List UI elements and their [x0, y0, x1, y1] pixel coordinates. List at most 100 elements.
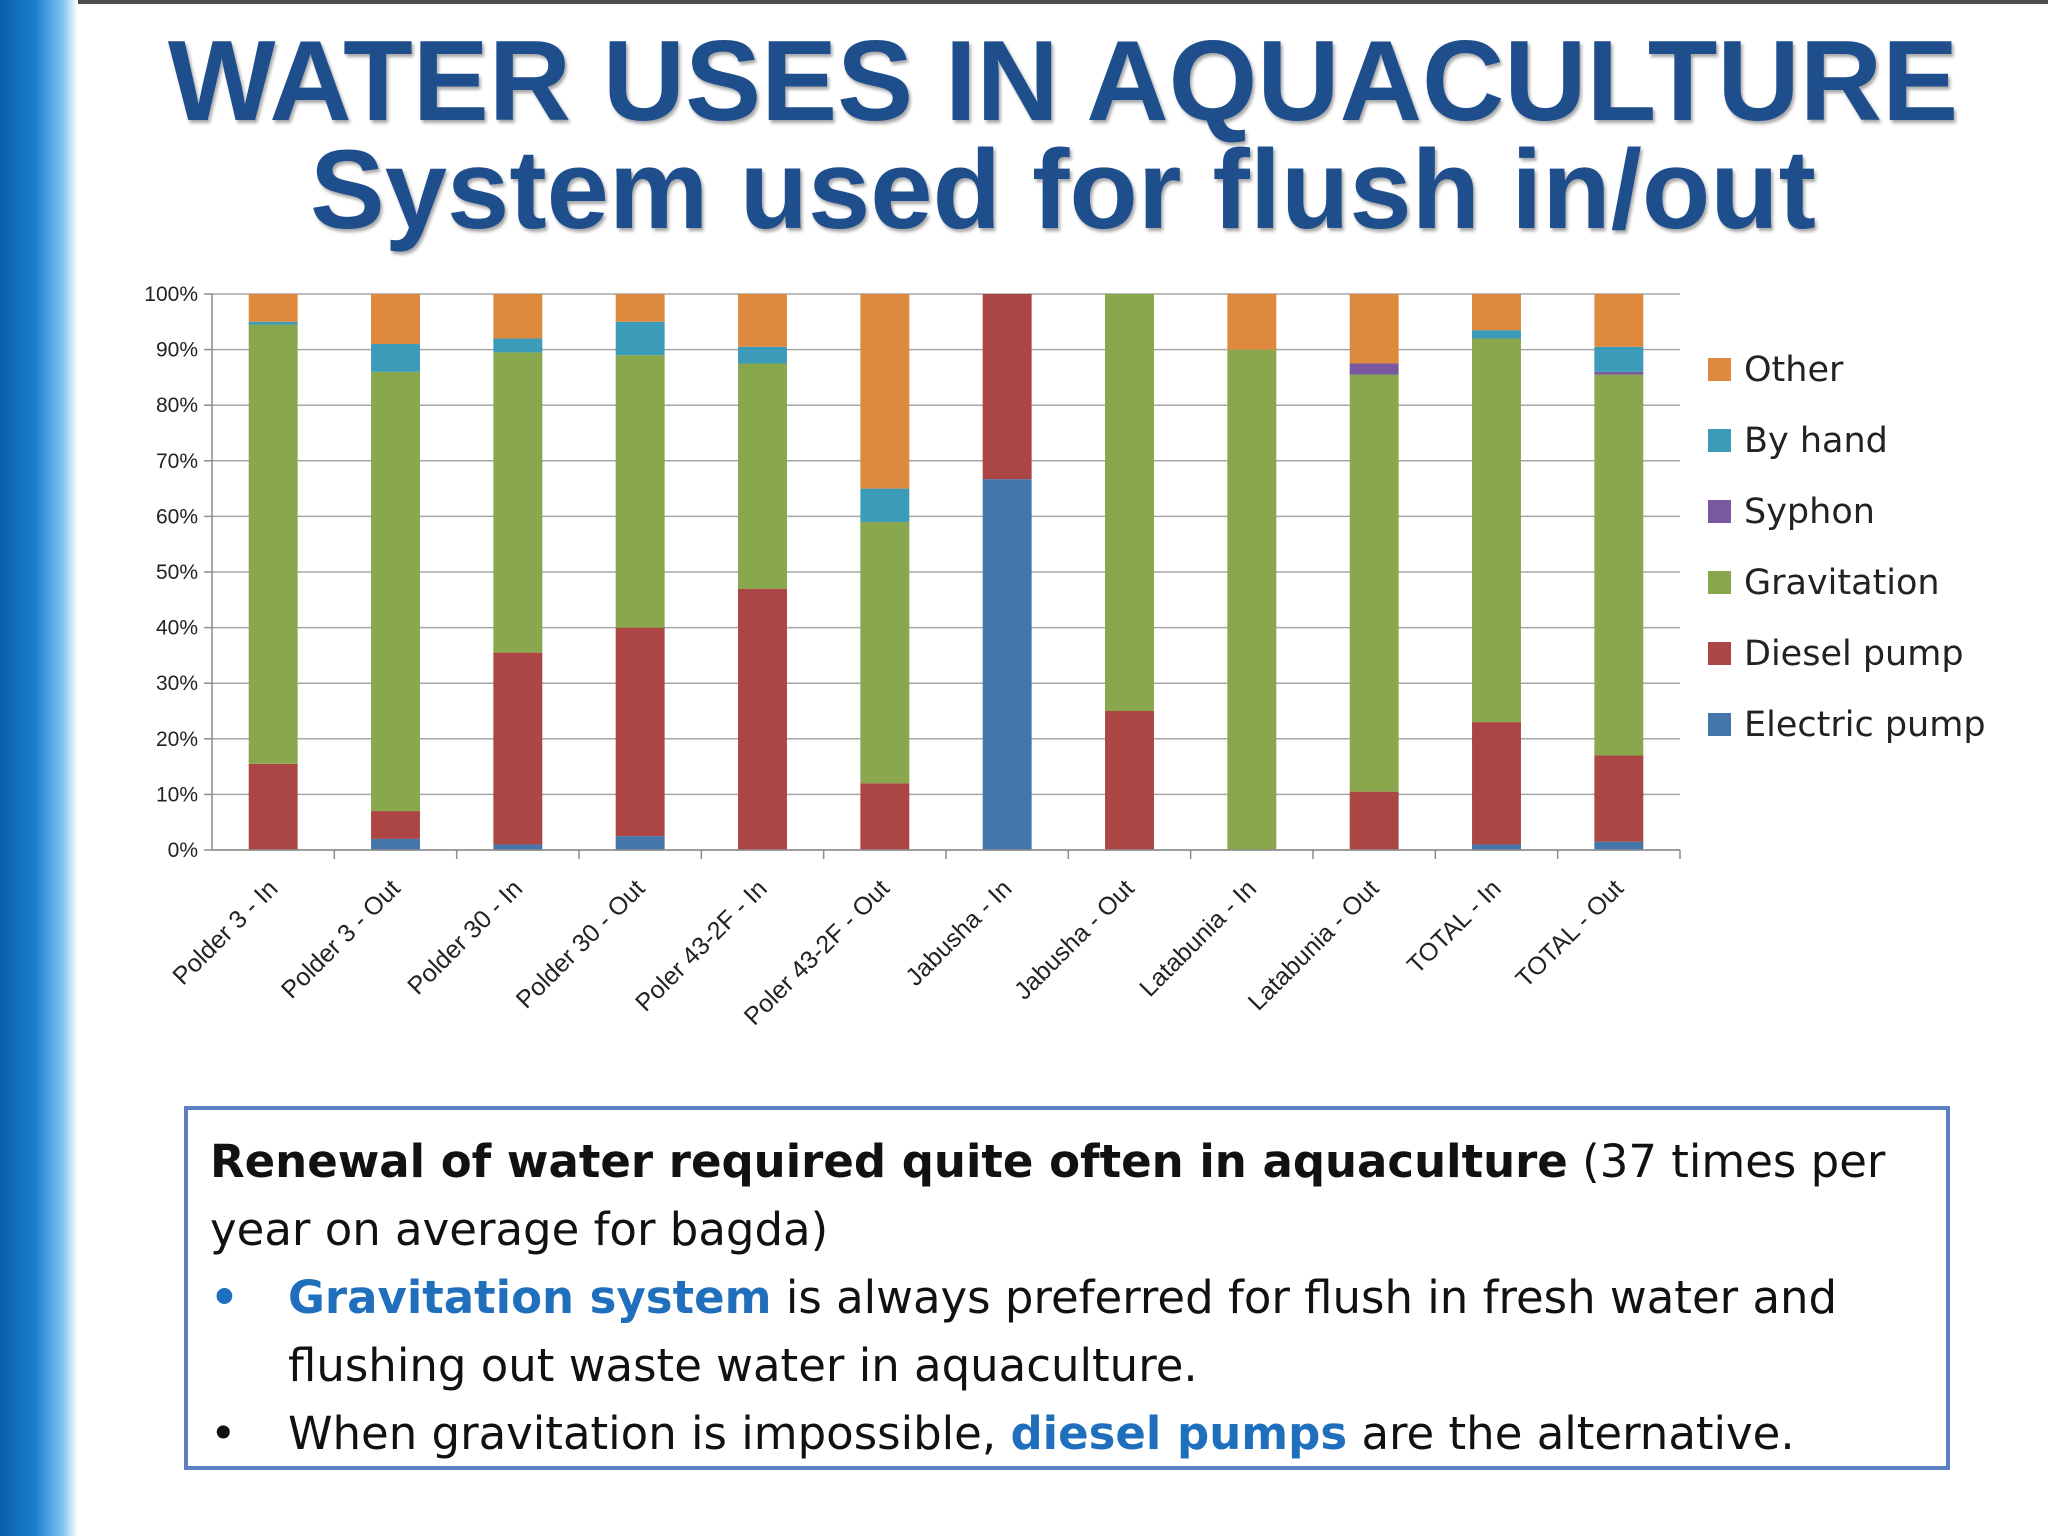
bar-segment [371, 811, 420, 839]
y-tick-label: 50% [156, 561, 198, 584]
y-tick-label: 90% [156, 339, 198, 362]
bar-segment [1472, 338, 1521, 723]
bar-segment [1594, 371, 1644, 375]
bar-segment [371, 371, 420, 812]
bar-segment [860, 521, 910, 784]
bullet-marker: • [210, 1407, 237, 1460]
x-tick-label: Jabusha - In [900, 874, 1017, 991]
legend-swatch [1708, 429, 1731, 452]
bar-segment [493, 352, 543, 653]
bar-segment [248, 321, 298, 325]
bar-segment [738, 363, 787, 589]
bar-layer [248, 294, 1644, 850]
summary-intro: Renewal of water required quite often in… [210, 1128, 1926, 1264]
bar-segment [860, 488, 910, 522]
bar-segment [1349, 374, 1399, 792]
x-tick-label: TOTAL - In [1402, 874, 1507, 979]
y-tick-label: 0% [168, 839, 198, 862]
bullet1-highlight: Gravitation system [288, 1271, 772, 1324]
legend-label: Electric pump [1744, 705, 1986, 745]
y-tick-label: 40% [156, 617, 198, 640]
slide-title: WATER USES IN AQUACULTURE [167, 18, 1959, 145]
y-tick-label: 60% [156, 505, 198, 528]
bar-segment [1227, 294, 1277, 350]
top-rule [0, 0, 2048, 4]
bar-segment [248, 763, 298, 850]
bullet-marker: • [210, 1271, 239, 1324]
bar-segment [1472, 722, 1521, 845]
bar-segment [615, 321, 665, 356]
bar-segment [1349, 294, 1399, 364]
bar-segment [615, 294, 665, 322]
summary-bullets: • Gravitation system is always preferred … [210, 1264, 1926, 1468]
bar-segment [1472, 844, 1521, 850]
bar-segment [615, 836, 665, 850]
bar-segment [493, 844, 543, 850]
bullet1-text: is always preferred for flush in fresh w… [288, 1271, 1838, 1392]
y-tick-label: 10% [156, 783, 198, 806]
bar-segment [860, 783, 910, 850]
bullet2-end: are the alternative. [1347, 1407, 1795, 1460]
legend-swatch [1708, 358, 1731, 381]
legend-swatch [1708, 500, 1731, 523]
bar-segment [982, 479, 1032, 850]
bar-segment [1349, 791, 1399, 850]
legend: Other By hand Syphon Gravitation Diesel pump… [1708, 350, 1986, 745]
bar-segment [1472, 330, 1521, 339]
y-tick-label: 80% [156, 394, 198, 417]
bullet-gravitation: • Gravitation system is always preferred … [210, 1264, 1926, 1400]
legend-swatch [1708, 642, 1731, 665]
bar-segment [1594, 841, 1644, 850]
x-tick-label: Latabunia - In [1134, 874, 1262, 1002]
bar-segment [1105, 294, 1154, 711]
summary-intro-rest: (37 times per year on average for bagda) [210, 1135, 1886, 1256]
bar-segment [1105, 711, 1154, 850]
y-tick-label: 70% [156, 450, 198, 473]
x-tick-label: Polder 3 - Out [276, 874, 406, 1004]
legend-label: By hand [1744, 421, 1888, 461]
grid-layer [212, 293, 1680, 851]
summary-intro-bold: Renewal of water required quite often in… [210, 1135, 1568, 1188]
bar-segment [248, 324, 298, 764]
y-tick-label: 30% [156, 672, 198, 695]
bar-segment [1594, 294, 1644, 347]
bar-segment [493, 652, 543, 845]
stacked-bar-chart: 0% 10% 20% 30% 40% 50% 60% 70% 80% 90% 100% Polder … [144, 283, 1986, 1031]
bar-segment [493, 338, 543, 353]
x-tick-label: Polder 30 - In [402, 874, 528, 1000]
legend-label: Gravitation [1744, 563, 1940, 603]
bar-segment [1594, 755, 1644, 842]
x-tick-label: Polder 3 - In [167, 874, 283, 990]
x-tick-label: Polder 30 - Out [511, 874, 651, 1014]
bar-segment [1594, 374, 1644, 756]
bar-segment [371, 838, 420, 850]
x-tick-label: Jabusha - Out [1009, 874, 1140, 1005]
legend-label: Diesel pump [1744, 634, 1964, 674]
legend-label: Syphon [1744, 492, 1875, 532]
bullet2-highlight: diesel pumps [1010, 1407, 1348, 1460]
bar-segment [738, 294, 787, 347]
bullet2-start: When gravitation is impossible, [288, 1407, 1011, 1460]
bar-segment [615, 627, 665, 837]
y-tick-label: 20% [156, 728, 198, 751]
slide-subtitle: System used for flush in/out [310, 127, 1816, 252]
bar-segment [860, 294, 910, 489]
summary-box: Renewal of water required quite often in… [184, 1106, 1950, 1470]
legend-swatch [1708, 571, 1731, 594]
y-tick-label: 100% [144, 283, 198, 306]
bar-segment [371, 294, 420, 345]
bar-segment [371, 344, 420, 372]
x-tick-label: Poler 43-2F - In [630, 874, 773, 1017]
bar-segment [248, 294, 298, 322]
legend-swatch [1708, 713, 1731, 736]
bar-segment [982, 294, 1032, 480]
bar-segment [1227, 349, 1277, 850]
legend-label: Other [1744, 350, 1844, 390]
bar-segment [615, 355, 665, 628]
bar-segment [738, 588, 787, 850]
bar-segment [1472, 294, 1521, 331]
bullet-diesel: • When gravitation is impossible, diesel … [210, 1400, 1926, 1468]
x-tick-label: TOTAL - Out [1510, 874, 1629, 993]
bar-segment [1594, 346, 1644, 372]
bar-segment [493, 294, 543, 339]
